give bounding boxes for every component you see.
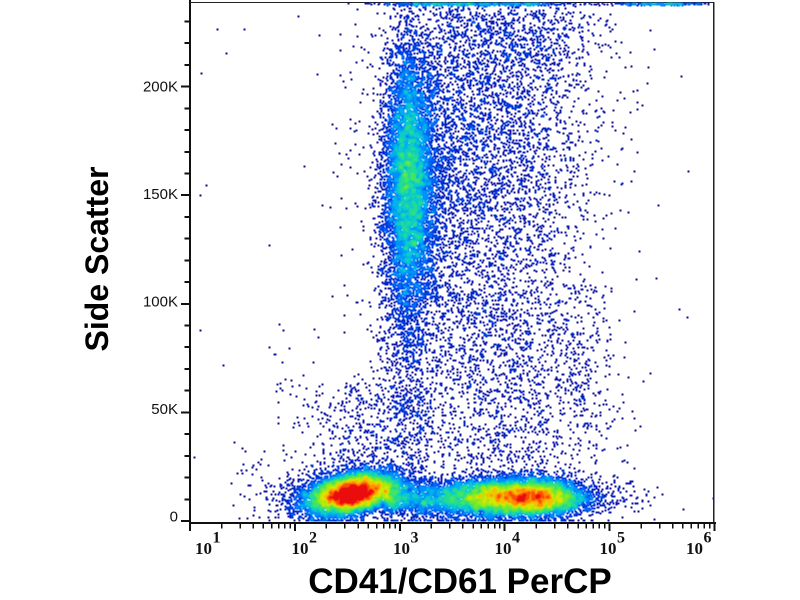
svg-text:10: 10 xyxy=(600,539,617,558)
svg-text:3: 3 xyxy=(411,530,419,547)
svg-text:200K: 200K xyxy=(143,79,178,96)
svg-text:10: 10 xyxy=(495,539,512,558)
svg-text:2: 2 xyxy=(309,530,317,547)
svg-text:4: 4 xyxy=(512,530,520,547)
svg-text:50K: 50K xyxy=(151,401,178,418)
svg-text:Side Scatter: Side Scatter xyxy=(79,167,115,352)
svg-text:10: 10 xyxy=(393,539,410,558)
svg-text:CD41/CD61 PerCP: CD41/CD61 PerCP xyxy=(308,562,611,600)
svg-text:10: 10 xyxy=(195,539,212,558)
svg-text:0: 0 xyxy=(170,509,178,526)
svg-text:1: 1 xyxy=(213,530,221,547)
svg-text:100K: 100K xyxy=(143,294,178,311)
svg-text:10: 10 xyxy=(686,539,703,558)
svg-text:10: 10 xyxy=(292,539,309,558)
svg-text:150K: 150K xyxy=(143,186,178,203)
svg-text:5: 5 xyxy=(617,530,625,547)
svg-text:6: 6 xyxy=(704,530,712,547)
